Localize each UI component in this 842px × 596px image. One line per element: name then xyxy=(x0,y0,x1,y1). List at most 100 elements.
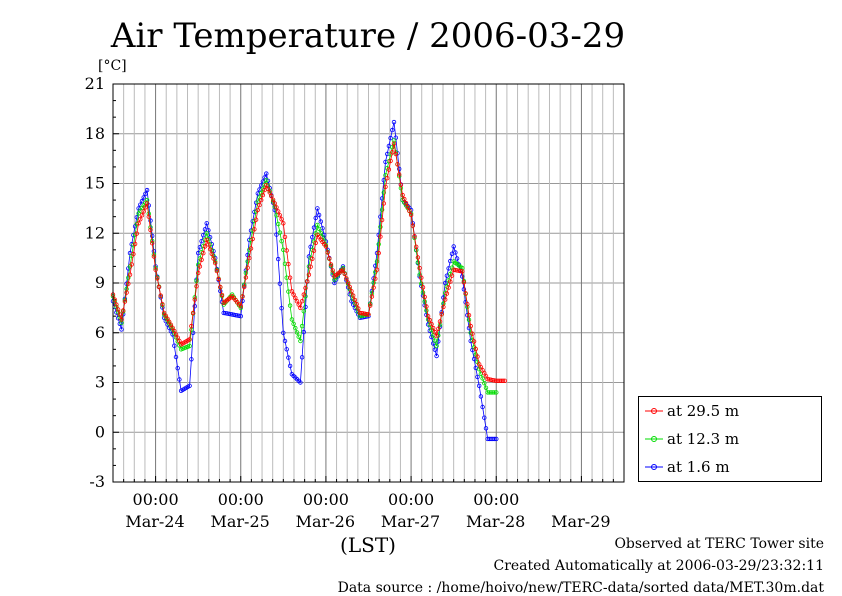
data-point xyxy=(369,294,375,299)
data-point xyxy=(272,201,277,206)
data-point xyxy=(146,214,151,219)
data-point xyxy=(277,213,283,218)
data-point xyxy=(177,377,182,382)
data-point xyxy=(269,193,274,199)
x-day-label: Mar-26 xyxy=(296,512,355,531)
data-point xyxy=(374,259,380,264)
data-point xyxy=(340,267,346,272)
data-point xyxy=(236,313,242,318)
data-point xyxy=(475,354,480,359)
data-point xyxy=(408,212,414,218)
x-time-label: 00:00 xyxy=(133,490,179,509)
data-point xyxy=(414,244,419,249)
data-point xyxy=(201,250,206,256)
data-point xyxy=(466,313,472,318)
x-time-label: 00:00 xyxy=(218,490,264,509)
data-point xyxy=(134,215,139,220)
data-point xyxy=(461,287,467,292)
data-point xyxy=(274,205,279,210)
data-point xyxy=(214,268,220,274)
data-point xyxy=(492,390,497,395)
data-point xyxy=(238,314,243,319)
data-point xyxy=(444,273,450,278)
data-point xyxy=(451,244,456,249)
data-point xyxy=(279,217,284,222)
data-point xyxy=(277,230,283,235)
data-point xyxy=(303,285,308,291)
data-point xyxy=(470,331,475,336)
data-point xyxy=(424,304,429,309)
data-point xyxy=(494,390,499,395)
data-point xyxy=(195,270,201,276)
x-time-label: 00:00 xyxy=(388,490,434,509)
data-point xyxy=(293,295,298,301)
data-point xyxy=(419,281,424,286)
data-point xyxy=(441,304,446,310)
data-point xyxy=(425,314,431,319)
data-point xyxy=(293,325,298,331)
data-point xyxy=(277,281,283,286)
data-point xyxy=(374,267,380,272)
data-point xyxy=(276,256,281,262)
data-point xyxy=(294,330,300,335)
data-point xyxy=(376,250,381,256)
data-point xyxy=(402,196,407,202)
data-point xyxy=(471,339,477,344)
data-point xyxy=(443,297,448,302)
data-point xyxy=(143,191,148,196)
data-point xyxy=(238,304,243,309)
data-point xyxy=(139,213,145,218)
data-point xyxy=(299,299,305,304)
data-point xyxy=(311,248,317,253)
legend-item-12-3m: at 12.3 m xyxy=(645,429,739,449)
data-point xyxy=(245,259,250,264)
data-point xyxy=(403,200,409,206)
y-tick-label: 6 xyxy=(95,323,105,342)
data-point xyxy=(243,270,249,276)
data-point xyxy=(393,151,398,157)
data-point xyxy=(187,343,192,349)
legend-label-29-5m: at 29.5 m xyxy=(667,402,740,420)
data-point xyxy=(177,338,182,344)
data-point xyxy=(318,230,323,236)
data-point xyxy=(252,227,257,232)
data-point xyxy=(144,187,150,193)
data-point xyxy=(301,329,306,335)
data-point xyxy=(267,190,272,195)
data-point xyxy=(412,233,417,239)
data-point xyxy=(483,426,489,431)
data-point xyxy=(478,394,484,399)
data-point xyxy=(149,240,155,246)
data-point xyxy=(364,312,369,317)
data-point xyxy=(316,226,322,232)
x-day-label: Mar-25 xyxy=(210,512,269,531)
data-point xyxy=(189,357,194,362)
data-point xyxy=(264,171,269,176)
data-point xyxy=(241,284,247,290)
x-time-label: 00:00 xyxy=(473,490,519,509)
legend-label-1-6m: at 1.6 m xyxy=(667,458,730,476)
data-point xyxy=(410,223,415,228)
data-point xyxy=(255,207,260,213)
y-axis: -3 0 3 6 9 12 15 18 21 xyxy=(85,74,119,491)
data-point xyxy=(245,265,250,270)
data-point xyxy=(390,145,395,150)
data-point xyxy=(296,334,301,339)
data-point xyxy=(281,221,286,226)
data-point xyxy=(407,208,412,214)
data-point xyxy=(463,291,468,296)
data-point xyxy=(316,212,322,218)
y-tick-label: 18 xyxy=(85,124,105,143)
data-point xyxy=(189,323,194,329)
data-point xyxy=(417,265,422,271)
data-point xyxy=(313,240,318,246)
data-point xyxy=(311,225,317,230)
data-point xyxy=(373,276,378,281)
data-point xyxy=(190,310,196,316)
data-point xyxy=(439,312,444,317)
data-point xyxy=(325,250,330,255)
y-tick-label: 15 xyxy=(85,174,105,193)
data-point xyxy=(420,285,426,290)
data-point xyxy=(415,255,421,260)
x-time-label: 00:00 xyxy=(303,490,349,509)
